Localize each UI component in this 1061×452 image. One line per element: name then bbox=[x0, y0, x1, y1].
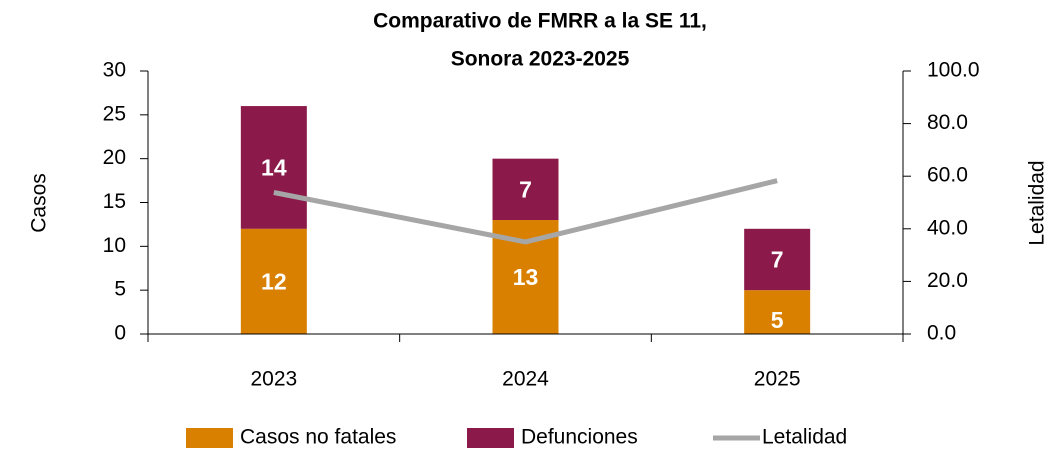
value-label: 13 bbox=[513, 264, 539, 290]
bar-segment bbox=[744, 290, 811, 334]
legend-label: Defunciones bbox=[521, 426, 638, 449]
x-tick-label: 2025 bbox=[754, 368, 801, 391]
y-tick-label: 0 bbox=[114, 322, 126, 345]
line-series bbox=[273, 178, 778, 245]
y-tick-label: 30 bbox=[103, 59, 126, 82]
x-tick-label: 2023 bbox=[250, 368, 297, 391]
y2-tick-label: 60.0 bbox=[927, 164, 968, 187]
value-label: 7 bbox=[771, 247, 784, 273]
y-tick-label: 5 bbox=[114, 278, 126, 301]
legend-label: Letalidad bbox=[762, 426, 847, 449]
y-tick-label: 25 bbox=[103, 102, 126, 125]
y-tick-label: 20 bbox=[103, 146, 126, 169]
y2-tick-label: 0.0 bbox=[927, 322, 956, 345]
y2-axis-label: Letalidad bbox=[1026, 160, 1049, 245]
x-tick-label: 2024 bbox=[502, 368, 549, 391]
y-tick-label: 10 bbox=[103, 234, 126, 257]
legend-swatch bbox=[186, 428, 233, 448]
legend-label: Casos no fatales bbox=[240, 426, 396, 449]
value-label: 12 bbox=[261, 268, 287, 294]
value-label: 7 bbox=[519, 176, 532, 202]
y-tick-label: 15 bbox=[103, 190, 126, 213]
legend-swatch bbox=[467, 428, 514, 448]
value-label: 5 bbox=[771, 307, 784, 333]
bar-segment bbox=[744, 228, 811, 291]
value-label: 14 bbox=[261, 155, 287, 181]
chart-title: Comparativo de FMRR a la SE 11, bbox=[373, 10, 707, 33]
y-axis-label: Casos bbox=[28, 173, 51, 233]
bar-segment bbox=[240, 106, 307, 229]
y2-tick-label: 40.0 bbox=[927, 216, 968, 239]
bar-segment bbox=[240, 228, 307, 334]
y2-tick-label: 20.0 bbox=[927, 269, 968, 292]
bar-segment bbox=[492, 158, 559, 221]
y2-tick-label: 80.0 bbox=[927, 111, 968, 134]
chart-title: Sonora 2023-2025 bbox=[451, 48, 630, 71]
y2-tick-label: 100.0 bbox=[927, 59, 980, 82]
